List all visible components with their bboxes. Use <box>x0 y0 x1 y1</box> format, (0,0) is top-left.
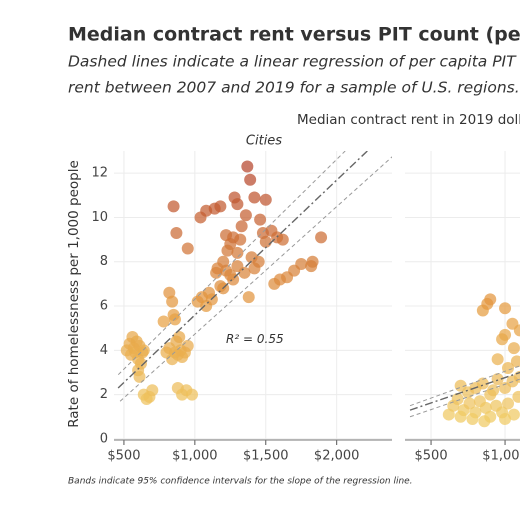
y-tick-label: 6 <box>100 299 108 314</box>
plot-area <box>117 151 392 406</box>
point <box>276 233 289 246</box>
point <box>442 408 455 421</box>
point <box>259 235 272 248</box>
point <box>166 353 179 366</box>
point <box>248 191 261 204</box>
point <box>513 324 520 337</box>
regression-line <box>409 371 520 411</box>
y-tick-label: 0 <box>100 431 108 446</box>
point <box>507 342 520 355</box>
point <box>502 397 515 410</box>
point <box>499 412 512 425</box>
point <box>146 384 159 397</box>
point <box>259 193 272 206</box>
point <box>451 393 464 406</box>
point <box>306 255 319 268</box>
point <box>466 412 479 425</box>
y-tick-label: 12 <box>91 166 108 181</box>
point <box>499 302 512 315</box>
point <box>231 198 244 211</box>
title: Median contract rent versus PIT count (p… <box>68 24 520 46</box>
point <box>463 397 476 410</box>
y-tick-label: 10 <box>91 210 108 225</box>
point <box>173 331 186 344</box>
footnote: Bands indicate 95% confidence intervals … <box>68 477 413 487</box>
x-tick-label: $500 <box>107 449 140 464</box>
confidence-band <box>409 378 520 418</box>
point <box>315 231 328 244</box>
point <box>181 242 194 255</box>
subtitle-line: Dashed lines indicate a linear regressio… <box>68 53 520 71</box>
point <box>479 401 492 414</box>
regression-line <box>117 151 368 389</box>
x-tick-label: $1,000 <box>482 449 520 464</box>
point <box>231 246 244 259</box>
point <box>454 410 467 423</box>
point <box>478 415 491 428</box>
point <box>221 244 234 257</box>
point <box>186 388 199 401</box>
point <box>487 384 500 397</box>
point <box>133 370 146 383</box>
point <box>137 344 150 357</box>
point <box>254 213 267 226</box>
point <box>484 293 497 306</box>
plot-area <box>409 293 520 428</box>
y-tick-label: 4 <box>100 343 108 358</box>
subtitle-line: rent between 2007 and 2019 for a sample … <box>68 79 520 97</box>
point <box>491 353 504 366</box>
point <box>512 390 520 403</box>
panel-title: Cities <box>246 134 282 149</box>
point <box>496 333 509 346</box>
x-tick-label: $1,500 <box>243 449 289 464</box>
x-tick-label: $2,000 <box>314 449 360 464</box>
y-axis-label: Rate of homelessness per 1,000 people <box>66 160 82 428</box>
point <box>491 373 504 386</box>
point <box>242 291 255 304</box>
point <box>510 355 520 368</box>
y-tick-label: 8 <box>100 254 108 269</box>
point <box>234 233 247 246</box>
point <box>252 255 265 268</box>
x-axis-label: Median contract rent in 2019 dollars <box>297 112 520 128</box>
point <box>214 200 227 213</box>
y-tick-label: 2 <box>100 387 108 402</box>
point <box>295 257 308 270</box>
point <box>167 200 180 213</box>
point <box>507 408 520 421</box>
point <box>211 262 224 275</box>
point <box>170 226 183 239</box>
point <box>166 295 179 308</box>
confidence-band <box>119 156 392 402</box>
annotation: R² = 0.55 <box>226 332 284 346</box>
point <box>241 160 254 173</box>
point <box>235 220 248 233</box>
point <box>476 377 489 390</box>
x-tick-label: $500 <box>415 449 448 464</box>
point <box>239 209 252 222</box>
point <box>244 173 257 186</box>
x-tick-label: $1,000 <box>172 449 218 464</box>
point <box>157 315 170 328</box>
point <box>181 339 194 352</box>
point <box>238 266 251 279</box>
confidence-band <box>409 365 520 407</box>
